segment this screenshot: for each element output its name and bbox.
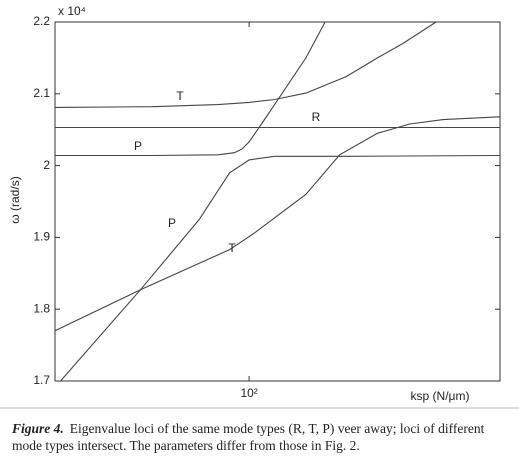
caption-text: Eigenvalue loci of the same mode types (… bbox=[12, 421, 485, 453]
curve-label: R bbox=[312, 110, 321, 124]
caption-label: Figure 4. bbox=[12, 421, 64, 436]
curve bbox=[55, 22, 437, 108]
curve bbox=[55, 116, 500, 332]
x-tick-label: 10² bbox=[240, 386, 257, 400]
curve-label: T bbox=[228, 241, 236, 255]
curve-label: P bbox=[168, 216, 176, 230]
y-tick-label: 1.8 bbox=[33, 301, 50, 315]
plot-frame bbox=[54, 21, 501, 382]
caption: Figure 4. Eigenvalue loci of the same mod… bbox=[12, 420, 507, 454]
curve bbox=[55, 22, 326, 157]
chart: x 10⁴ ω (rad/s) ksp (N/μm) 1.7 1.8 1.9 2 2.1… bbox=[0, 4, 519, 409]
curve bbox=[60, 154, 500, 381]
y-tick-label: 1.9 bbox=[33, 230, 50, 244]
y-tick-label: 1.7 bbox=[33, 373, 50, 387]
y-scale-label: x 10⁴ bbox=[58, 4, 86, 18]
curve-label: T bbox=[176, 89, 184, 103]
y-tick-label: 2 bbox=[43, 158, 50, 172]
curve-label: P bbox=[134, 139, 142, 153]
x-axis-label: ksp (N/μm) bbox=[411, 389, 470, 403]
y-axis-label: ω (rad/s) bbox=[8, 176, 22, 223]
y-tick-label: 2.1 bbox=[33, 86, 50, 100]
y-tick-label: 2.2 bbox=[33, 14, 50, 28]
